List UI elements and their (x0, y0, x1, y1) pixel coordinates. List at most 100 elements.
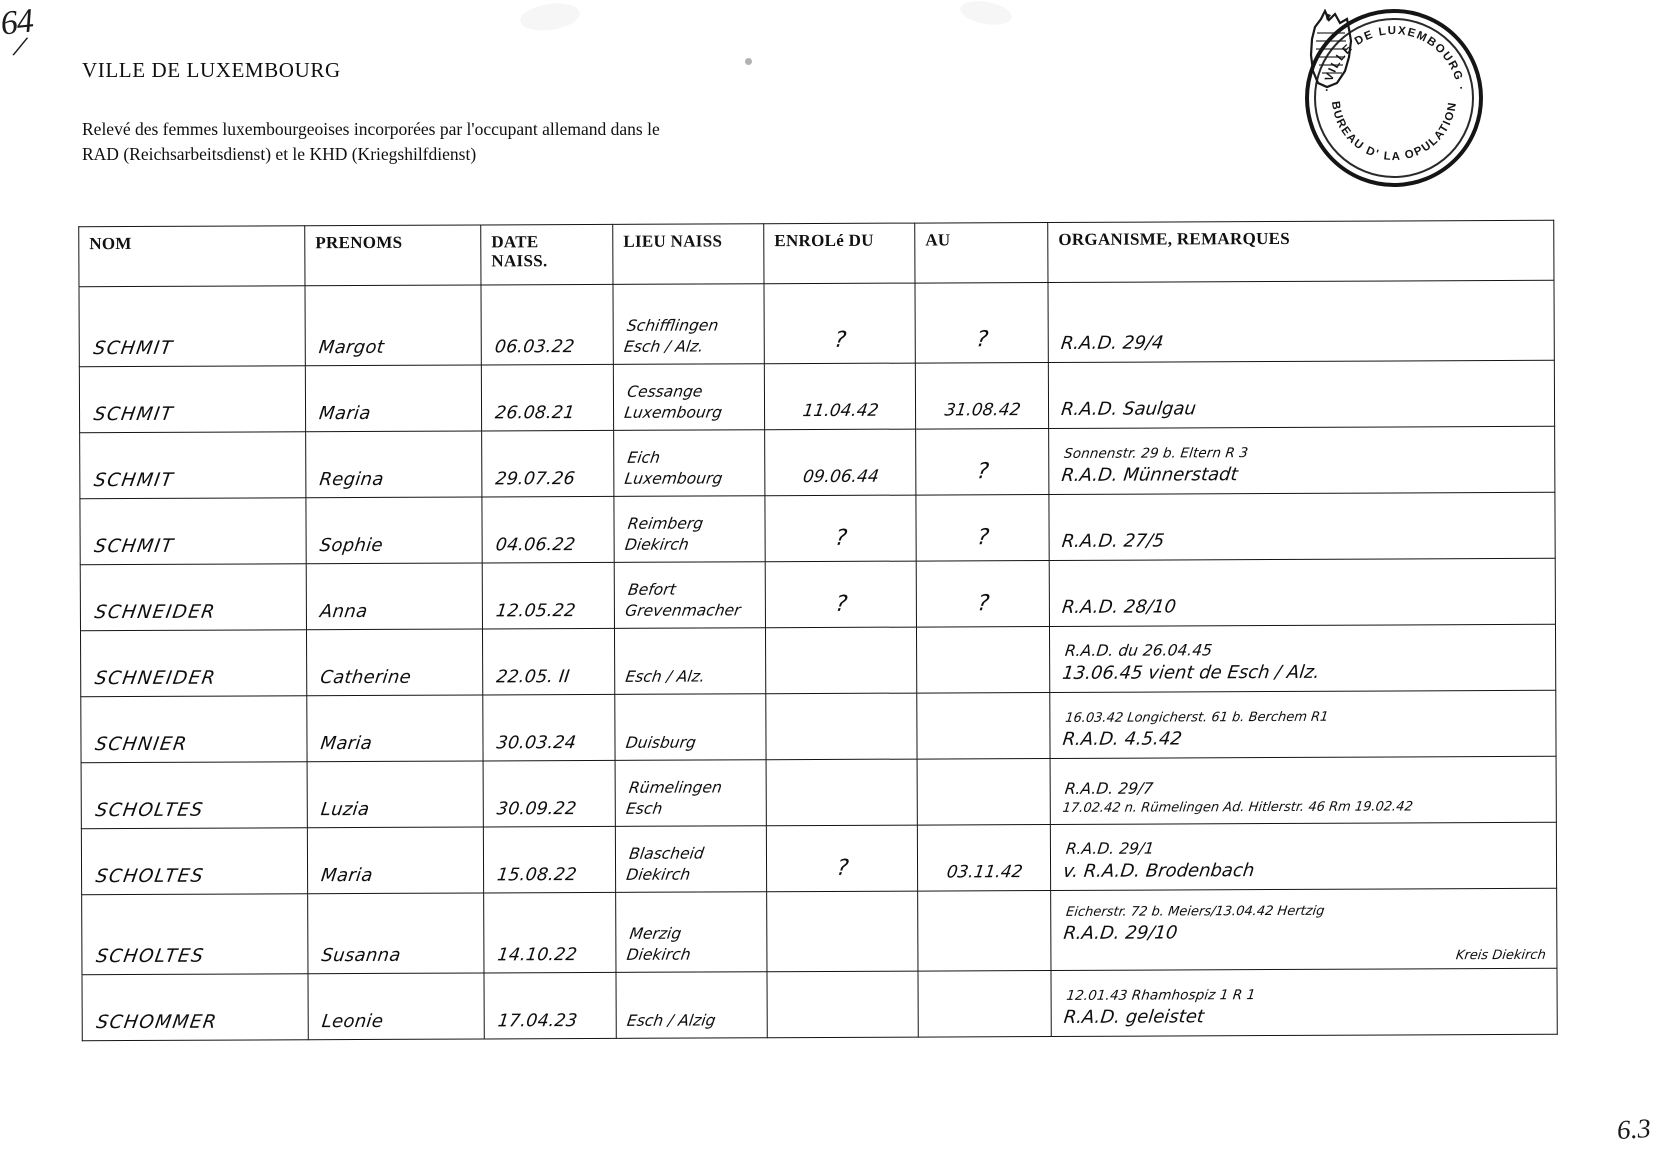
lieu-line-2: Luxembourg (623, 469, 724, 488)
lieu-line-2: Luxembourg (623, 403, 724, 422)
cell-date-naiss-value: 12.05.22 (494, 601, 577, 622)
table-header-row: NOM PRENOMS DATE NAISS. LIEU NAISS ENROL… (78, 220, 1554, 287)
register-table: NOM PRENOMS DATE NAISS. LIEU NAISS ENROL… (78, 220, 1558, 1041)
organisme-main: 17.02.42 n. Rümelingen Ad. Hitlerstr. 46… (1061, 799, 1414, 816)
cell-lieu-naiss: Reimberg Diekirch (613, 495, 766, 563)
cell-au (916, 692, 1051, 760)
cell-lieu-naiss: Eich Luxembourg (613, 429, 765, 497)
lieu-line-2: Diekirch (623, 535, 691, 554)
cell-lieu-naiss-value: Rümelingen Esch (616, 777, 773, 826)
column-header-nom: NOM (78, 225, 305, 287)
cell-enrole-du (766, 891, 918, 972)
cell-lieu-naiss: Schifflingen Esch / Alz. (612, 283, 765, 365)
cell-nom: SCHOMMER (81, 973, 309, 1041)
cell-enrole-du-value: 09.06.44 (801, 466, 881, 488)
cell-au-value: ? (976, 591, 991, 617)
cell-organisme-value: 12.01.43 Rhamhospiz 1 R 1 R.A.D. geleiste… (1052, 985, 1563, 1036)
cell-date-naiss-value: 22.05. II (495, 667, 571, 688)
cell-nom-value: SCHNIER (93, 733, 190, 756)
cell-lieu-naiss-value: Duisburg (616, 732, 770, 760)
organisme-main: R.A.D. 29/10 (1062, 922, 1179, 944)
cell-date-naiss-value: 29.07.26 (494, 469, 577, 490)
table-row: SCHMIT Sophie 04.06.22 Reimberg Diekirch?? R.… (79, 492, 1556, 565)
organisme-main: R.A.D. 27/5 (1060, 530, 1166, 552)
cell-enrole-du (765, 627, 917, 694)
cell-organisme-value: R.A.D. 29/4 (1049, 330, 1558, 362)
cell-prenom: Maria (307, 826, 484, 894)
organisme-main: R.A.D. 28/10 (1060, 596, 1178, 618)
cell-nom-value: SCHOMMER (94, 1011, 219, 1034)
organization-title: VILLE DE LUXEMBOURG (82, 58, 341, 82)
column-header-organisme: ORGANISME, REMARQUES (1047, 220, 1554, 283)
organisme-main: 13.06.45 vient de Esch / Alz. (1061, 661, 1321, 684)
cell-au: ? (914, 282, 1049, 364)
cell-prenom-value: Maria (319, 864, 374, 887)
cell-au-value (918, 962, 1051, 971)
cell-date-naiss: 30.09.22 (483, 760, 616, 827)
cell-date-naiss: 14.10.22 (483, 892, 616, 973)
cell-organisme-remarques: 16.03.42 Longicherst. 61 b. Berchem R1 R.… (1049, 690, 1557, 759)
cell-nom: SCHOLTES (81, 761, 308, 829)
table-row: SCHMIT Regina 29.07.26 Eich Luxembourg 09.06.… (79, 426, 1555, 499)
cell-lieu-naiss-value: Blascheid Diekirch (616, 843, 773, 892)
cell-nom-value: SCHMIT (92, 403, 176, 426)
cell-organisme-remarques: R.A.D. du 26.04.45 13.06.45 vient de Esch… (1049, 624, 1556, 693)
cell-enrole-du (766, 971, 919, 1038)
cell-lieu-naiss: Befort Grevenmacher (614, 561, 766, 629)
cell-enrole-du (765, 693, 918, 760)
cell-enrole-du: 11.04.42 (764, 363, 916, 430)
cell-organisme-remarques: R.A.D. 29/7 17.02.42 n. Rümelingen Ad. Hi… (1050, 756, 1557, 825)
table-row: SCHOLTES Luzia 30.09.22 Rümelingen Esch R.A.D… (81, 756, 1557, 829)
cell-prenom-value: Catherine (319, 666, 413, 689)
cell-nom: SCHOLTES (81, 893, 308, 975)
cell-prenom-value: Maria (317, 402, 372, 425)
cell-date-naiss: 06.03.22 (480, 284, 614, 365)
cell-nom: SCHNEIDER (80, 563, 307, 631)
cell-lieu-naiss-value: Befort Grevenmacher (615, 579, 772, 628)
organisme-main: R.A.D. Münnerstadt (1060, 464, 1239, 486)
cell-organisme-remarques: R.A.D. Saulgau (1048, 360, 1555, 429)
cell-enrole-du-value: ? (833, 327, 848, 353)
cell-lieu-naiss-value: Cessange Luxembourg (614, 381, 771, 430)
cell-au-value (917, 816, 1050, 825)
cell-enrole-du-value: ? (834, 591, 849, 617)
cell-prenom-value: Regina (318, 468, 385, 491)
cell-date-naiss: 15.08.22 (483, 826, 616, 893)
cell-enrole-du-value: ? (834, 525, 849, 551)
table-row: SCHNEIDER Anna 12.05.22 Befort Grevenmacher?… (80, 558, 1556, 631)
cell-lieu-naiss: Esch / Alz. (614, 627, 766, 695)
lieu-line-1: Esch / Alzig (625, 1011, 717, 1030)
cell-lieu-naiss-value: Schifflingen Esch / Alz. (614, 315, 771, 364)
cell-date-naiss: 04.06.22 (481, 496, 615, 563)
cell-prenom: Maria (306, 694, 484, 762)
cell-date-naiss-value: 15.08.22 (495, 865, 578, 886)
cell-organisme-value: R.A.D. 29/7 17.02.42 n. Rümelingen Ad. Hi… (1051, 776, 1561, 824)
cell-lieu-naiss-value: Esch / Alz. (615, 666, 769, 694)
cell-au-value (917, 684, 1050, 693)
cell-au-value (917, 750, 1050, 759)
official-stamp: · VILLE DE LUXEMBOURG · BUREAU D' LA OPU… (1305, 9, 1483, 187)
cell-organisme-value: R.A.D. Saulgau (1049, 396, 1558, 428)
stamp-inner-ring (1314, 18, 1474, 178)
cell-date-naiss: 22.05. II (482, 628, 615, 695)
cell-date-naiss-value: 14.10.22 (496, 945, 579, 966)
organisme-note: R.A.D. 29/1 (1064, 839, 1156, 858)
cell-au: ? (915, 494, 1050, 562)
page-number-annotation-bottom: 6.3 (1616, 1112, 1652, 1146)
cell-lieu-naiss-value: Merzig Diekirch (616, 923, 773, 972)
lieu-line-1: Schifflingen (625, 316, 720, 335)
cell-lieu-naiss: Cessange Luxembourg (613, 363, 765, 431)
cell-nom: SCHNEIDER (80, 629, 307, 697)
stamp-text-bottom: BUREAU D' LA OPULATION (1329, 100, 1459, 163)
column-header-lieu-naiss: LIEU NAISS (612, 223, 764, 285)
table-row: SCHOMMER Leonie 17.04.23 Esch / Alzig 12.01.… (81, 968, 1558, 1041)
cell-au-value: 31.08.42 (943, 400, 1022, 421)
cell-organisme-value: R.A.D. du 26.04.45 13.06.45 vient de Esch… (1050, 638, 1561, 692)
table-row: SCHOLTES Maria 15.08.22 Blascheid Diekirch? 0… (81, 822, 1557, 895)
cell-date-naiss-value: 30.09.22 (495, 799, 578, 820)
cell-date-naiss: 17.04.23 (483, 972, 617, 1039)
cell-lieu-naiss: Merzig Diekirch (615, 891, 767, 973)
cell-prenom: Regina (305, 430, 482, 498)
cell-enrole-du-value: 11.04.42 (801, 400, 880, 422)
cell-prenom: Leonie (307, 972, 485, 1040)
